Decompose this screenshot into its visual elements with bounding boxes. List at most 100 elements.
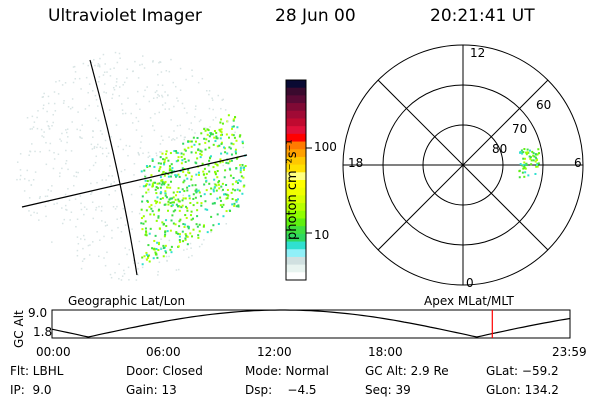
colorbar-segment [286, 118, 306, 127]
background-pixel [97, 105, 99, 107]
emission-pixel [221, 182, 224, 185]
background-pixel [73, 184, 75, 187]
emission-pixel [163, 235, 166, 238]
emission-pixel [167, 200, 170, 203]
emission-pixel [204, 176, 207, 179]
emission-pixel [523, 175, 526, 178]
background-pixel [147, 151, 150, 154]
emission-pixel [148, 232, 151, 235]
colorbar-segment [286, 180, 306, 189]
emission-pixel [196, 215, 199, 218]
background-pixel [91, 201, 94, 203]
emission-pixel [167, 175, 170, 178]
emission-pixel [170, 175, 173, 178]
background-pixel [157, 93, 159, 96]
emission-pixel [156, 196, 159, 199]
emission-pixel [217, 181, 220, 184]
emission-pixel [152, 181, 155, 184]
background-pixel [161, 104, 164, 106]
emission-pixel [524, 171, 527, 174]
background-pixel [36, 212, 38, 214]
emission-pixel [220, 142, 223, 145]
background-pixel [102, 74, 105, 76]
emission-pixel [528, 149, 531, 152]
emission-pixel [155, 219, 158, 222]
background-pixel [33, 121, 36, 123]
emission-pixel [163, 162, 166, 165]
emission-pixel [156, 187, 159, 190]
emission-pixel [222, 203, 225, 206]
emission-pixel [178, 225, 181, 228]
colorbar-tick-10: 10 [314, 228, 330, 242]
colorbar [285, 79, 312, 281]
background-pixel [176, 137, 178, 139]
emission-pixel [171, 167, 174, 170]
emission-pixel [186, 243, 189, 246]
emission-pixel [208, 159, 211, 162]
background-pixel [158, 261, 161, 264]
background-pixel [99, 239, 101, 241]
background-pixel [118, 263, 120, 265]
emission-pixel [141, 228, 144, 231]
background-pixel [26, 169, 29, 172]
colorbar-segment [286, 103, 306, 112]
apex-label: Apex MLat/MLT [424, 294, 514, 308]
background-pixel [58, 175, 61, 178]
emission-pixel [224, 169, 227, 172]
background-pixel [29, 128, 32, 130]
emission-pixel [525, 162, 528, 165]
emission-pixel [160, 162, 163, 165]
colorbar-frame [285, 79, 307, 281]
emission-pixel [200, 132, 203, 135]
emission-pixel [213, 201, 216, 204]
orbit-ytick-1: 1.8 [33, 325, 53, 339]
emission-pixel [204, 200, 207, 203]
background-pixel [164, 91, 166, 93]
background-pixel [88, 104, 90, 107]
background-pixel [38, 219, 40, 221]
background-pixel [137, 77, 140, 79]
emission-pixel [178, 239, 181, 242]
emission-pixel [159, 166, 162, 169]
colorbar-segment [286, 80, 306, 89]
emission-pixel [146, 179, 149, 182]
emission-pixel [182, 197, 185, 200]
emission-pixel [171, 197, 174, 200]
background-pixel [83, 213, 85, 216]
background-pixel [117, 145, 120, 148]
emission-pixel [170, 219, 173, 222]
background-pixel [121, 109, 124, 111]
background-pixel [46, 110, 48, 113]
background-pixel [160, 135, 163, 138]
emission-pixel [190, 178, 193, 181]
colorbar-segment [286, 87, 306, 96]
emission-pixel [195, 191, 198, 194]
background-pixel [53, 151, 55, 154]
emission-pixel [232, 134, 235, 137]
background-pixel [127, 266, 130, 269]
emission-pixel [233, 136, 236, 139]
background-pixel [122, 112, 124, 115]
background-pixel [28, 197, 31, 199]
emission-pixel [183, 157, 186, 160]
emission-pixel [180, 206, 183, 209]
emission-pixel [170, 251, 173, 254]
emission-pixel [141, 200, 144, 203]
emission-pixel [213, 186, 216, 189]
background-pixel [188, 128, 190, 130]
colorbar-segment [286, 133, 306, 143]
background-pixel [242, 146, 245, 149]
emission-pixel [194, 151, 197, 154]
background-pixel [181, 102, 184, 105]
auroral-emission [518, 148, 540, 179]
emission-pixel [164, 244, 167, 247]
emission-pixel [192, 204, 195, 207]
emission-pixel [242, 185, 245, 188]
background-pixel [87, 91, 89, 94]
background-pixel [82, 247, 84, 250]
emission-pixel [140, 222, 143, 225]
emission-pixel [172, 196, 175, 199]
background-pixel [81, 260, 84, 262]
emission-pixel [224, 193, 227, 196]
emission-pixel [216, 213, 219, 216]
